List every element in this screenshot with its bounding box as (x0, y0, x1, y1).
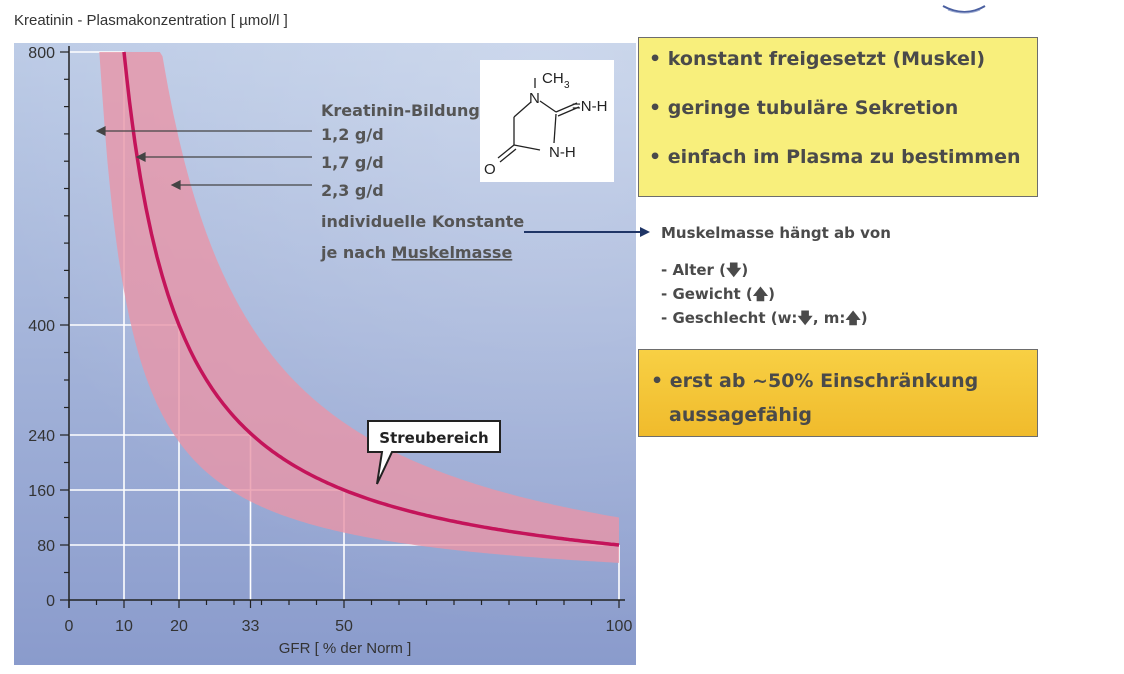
institution-logo (942, 5, 986, 14)
y-tick-label-160: 160 (28, 483, 55, 500)
formation-rate-2: 1,7 g/d (321, 153, 384, 172)
y-tick-label-240: 240 (28, 428, 55, 445)
x-tick-label-50: 50 (335, 618, 353, 635)
constant-label: individuelle Konstante (321, 212, 524, 231)
note-line-2: aussagefähig (669, 404, 813, 426)
formation-arrows (95, 126, 312, 190)
callout-bubble (367, 420, 501, 485)
muscle-mass-section: Muskelmasse hängt ab von - Alter (🡇) - G… (661, 224, 891, 330)
x-tick-label-0: 0 (65, 618, 74, 635)
y-tick-label-0: 0 (46, 593, 55, 610)
creatinine-gfr-chart: 0 10 20 33 50 100 0 80 160 240 400 800 Kreatinin - … (14, 12, 640, 665)
arrow-2-head (135, 152, 146, 162)
factor-weight: - Gewicht (🡅) (661, 285, 776, 303)
creatinine-molecule: CH 3 N =N-H N-H O (480, 60, 614, 182)
y-tick-label-400: 400 (28, 318, 55, 335)
muscle-arrow-tail (640, 227, 650, 237)
svg-text:CH: CH (542, 70, 564, 87)
band-callout: Streubereich (367, 420, 501, 485)
formation-rate-1: 1,2 g/d (321, 125, 384, 144)
scatter-band (96, 52, 619, 563)
x-tick-label-33: 33 (242, 618, 260, 635)
fact-1: • konstant freigesetzt (Muskel) (649, 48, 986, 70)
fact-3: • einfach im Plasma zu bestimmen (649, 146, 1021, 168)
y-axis-title: Kreatinin - Plasmakonzentration [ µmol/l… (14, 12, 288, 29)
svg-text:N-H: N-H (549, 144, 576, 161)
svg-text:O: O (484, 161, 496, 178)
arrow-3-head (170, 180, 181, 190)
constant-prefix: je nach (320, 243, 392, 262)
y-tick-label-80: 80 (37, 538, 55, 555)
arrow-1-head (95, 126, 106, 136)
formation-rate-3: 2,3 g/d (321, 181, 384, 200)
svg-text:N: N (529, 90, 540, 107)
constant-label-2: je nach Muskelmasse (320, 243, 512, 262)
x-tick-label-20: 20 (170, 618, 188, 635)
note-box: • erst ab ~50% Einschränkung aussagefähi… (638, 349, 1038, 437)
factor-age: - Alter (🡇) (661, 261, 749, 279)
note-line-1: • erst ab ~50% Einschränkung (651, 370, 979, 392)
x-tick-label-100: 100 (606, 618, 633, 635)
band-label: Streubereich (379, 429, 488, 447)
x-tick-label-10: 10 (115, 618, 133, 635)
muscle-arrow-head (640, 227, 650, 237)
y-tick-label-800: 800 (28, 45, 55, 62)
muscle-mass-link: Muskelmasse (392, 243, 513, 262)
facts-box: • konstant freigesetzt (Muskel) • gering… (638, 37, 1038, 197)
axes: 0 10 20 33 50 100 0 80 160 240 400 800 (28, 45, 632, 635)
factor-sex: - Geschlecht (w:🡇, m:🡅) (661, 309, 868, 327)
creatinine-curve (122, 51, 620, 547)
svg-text:=N-H: =N-H (572, 98, 607, 115)
x-axis-title: GFR [ % der Norm ] (279, 640, 412, 657)
fact-2: • geringe tubuläre Sekretion (649, 97, 959, 119)
formation-label: Kreatinin-Bildung (321, 101, 480, 120)
svg-text:3: 3 (564, 80, 570, 91)
muscle-mass-title: Muskelmasse hängt ab von (661, 224, 891, 242)
molecule-box (480, 60, 614, 182)
